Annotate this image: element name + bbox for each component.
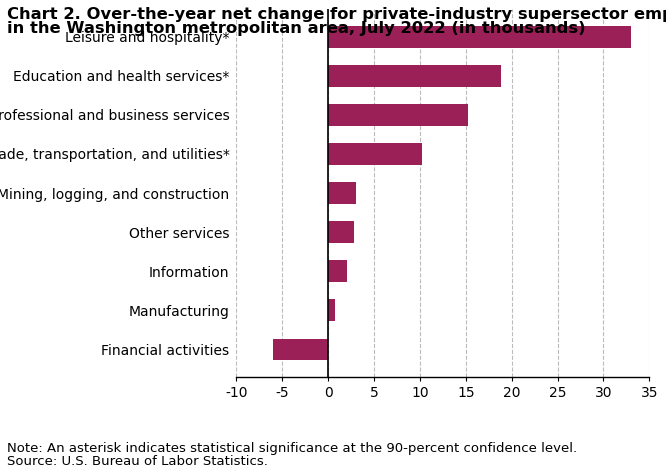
Text: Note: An asterisk indicates statistical significance at the 90-percent confidenc: Note: An asterisk indicates statistical … xyxy=(7,442,577,455)
Bar xyxy=(273,338,328,360)
Bar xyxy=(328,260,346,282)
Bar xyxy=(328,65,501,87)
Bar xyxy=(328,300,334,321)
Bar xyxy=(328,104,468,126)
Text: Chart 2. Over-the-year net change for private-industry supersector employment: Chart 2. Over-the-year net change for pr… xyxy=(7,7,666,22)
Bar xyxy=(328,143,422,165)
Text: Source: U.S. Bureau of Labor Statistics.: Source: U.S. Bureau of Labor Statistics. xyxy=(7,455,268,468)
Text: in the Washington metropolitan area, July 2022 (in thousands): in the Washington metropolitan area, Jul… xyxy=(7,21,585,36)
Bar xyxy=(328,183,356,204)
Bar xyxy=(328,221,354,243)
Bar xyxy=(328,26,631,48)
